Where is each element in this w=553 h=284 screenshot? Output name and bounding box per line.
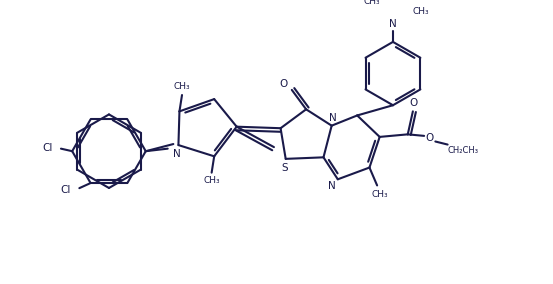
Text: O: O: [410, 98, 418, 108]
Text: Cl: Cl: [43, 143, 53, 153]
Text: CH₂CH₃: CH₂CH₃: [447, 146, 478, 155]
Text: CH₃: CH₃: [413, 7, 429, 16]
Text: Cl: Cl: [61, 185, 71, 195]
Text: O: O: [279, 79, 288, 89]
Text: CH₃: CH₃: [372, 190, 388, 199]
Text: O: O: [425, 133, 434, 143]
Text: CH₃: CH₃: [174, 82, 190, 91]
Text: S: S: [281, 163, 288, 173]
Text: N: N: [389, 19, 397, 29]
Text: CH₃: CH₃: [204, 176, 220, 185]
Text: CH₃: CH₃: [363, 0, 380, 5]
Text: N: N: [328, 181, 336, 191]
Text: N: N: [330, 113, 337, 123]
Text: N: N: [173, 149, 181, 159]
